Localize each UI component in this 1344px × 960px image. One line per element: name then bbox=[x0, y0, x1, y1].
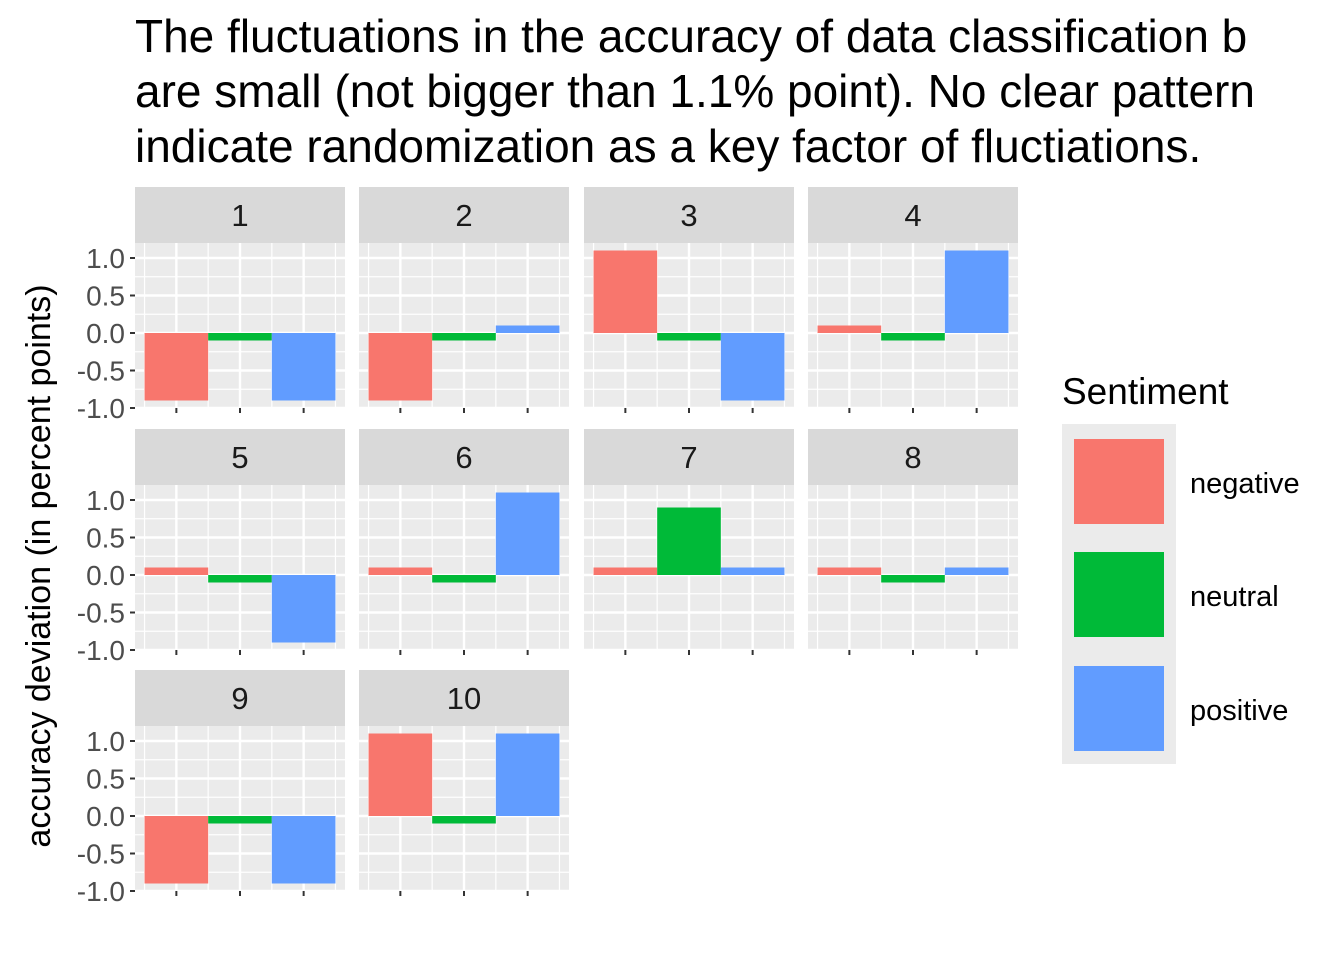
bar-negative bbox=[368, 733, 433, 816]
y-tick-label: 0.5 bbox=[86, 523, 125, 554]
bar-positive bbox=[720, 333, 785, 401]
y-tick-label: 0.5 bbox=[86, 764, 125, 795]
facet-strip-label: 5 bbox=[231, 440, 248, 475]
facet-strip bbox=[359, 429, 569, 485]
y-tick-label: -0.5 bbox=[77, 839, 125, 870]
y-tick-label: 0.0 bbox=[86, 560, 125, 591]
facet-strip-label: 2 bbox=[455, 198, 472, 233]
legend-swatch bbox=[1074, 552, 1164, 637]
facet-strip-label: 3 bbox=[680, 198, 697, 233]
bar-neutral bbox=[881, 575, 945, 583]
facet-panels: 1 1.0 0.5 0.0 -0.5 -1.0 2 3 4 5 1.0 0.5 0.0 -0.5 -1.0 6… bbox=[77, 187, 1018, 907]
bar-positive bbox=[495, 733, 560, 816]
facet-strip bbox=[808, 429, 1018, 485]
bar-positive bbox=[944, 567, 1009, 575]
legend-title: Sentiment bbox=[1062, 371, 1229, 412]
y-tick-label: 0.5 bbox=[86, 281, 125, 312]
facet-panel-10: 10 bbox=[359, 670, 569, 896]
bar-negative bbox=[817, 567, 882, 575]
bar-positive bbox=[720, 567, 785, 575]
facet-strip-label: 1 bbox=[231, 198, 248, 233]
bar-neutral bbox=[881, 333, 945, 341]
bar-positive bbox=[271, 575, 336, 643]
bar-positive bbox=[495, 492, 560, 575]
facet-panel-8: 8 bbox=[808, 429, 1018, 655]
facet-strip-label: 7 bbox=[680, 440, 697, 475]
bar-negative bbox=[144, 333, 209, 401]
legend-item-positive: positive bbox=[1074, 666, 1288, 751]
y-tick-label: 1.0 bbox=[86, 485, 125, 516]
bar-positive bbox=[271, 333, 336, 401]
bar-negative bbox=[368, 567, 433, 575]
y-tick-label: 1.0 bbox=[86, 726, 125, 757]
bar-negative bbox=[144, 816, 209, 884]
legend-items: negative neutral positive bbox=[1074, 439, 1300, 751]
facet-panel-5: 5 1.0 0.5 0.0 -0.5 -1.0 bbox=[77, 429, 345, 666]
bar-neutral bbox=[657, 333, 721, 341]
bar-neutral bbox=[208, 575, 272, 583]
bar-negative bbox=[817, 325, 882, 333]
facet-panel-2: 2 bbox=[359, 187, 569, 413]
bar-neutral bbox=[657, 507, 721, 575]
y-tick-label: 0.0 bbox=[86, 318, 125, 349]
chart-title: The fluctuations in the accuracy of data… bbox=[135, 10, 1255, 172]
facet-strip bbox=[359, 670, 569, 726]
facet-panel-9: 9 1.0 0.5 0.0 -0.5 -1.0 bbox=[77, 670, 345, 907]
chart-title-line-2: are small (not bigger than 1.1% point). … bbox=[135, 65, 1255, 117]
bar-positive bbox=[271, 816, 336, 884]
bar-positive bbox=[944, 250, 1009, 333]
facet-panel-3: 3 bbox=[584, 187, 794, 413]
legend-swatch bbox=[1074, 666, 1164, 751]
legend-label: neutral bbox=[1190, 581, 1279, 613]
facet-strip-label: 6 bbox=[455, 440, 472, 475]
facet-strip-label: 8 bbox=[904, 440, 921, 475]
facet-panel-4: 4 bbox=[808, 187, 1018, 413]
bar-positive bbox=[495, 325, 560, 333]
y-tick-label: -1.0 bbox=[77, 393, 125, 424]
legend-swatch bbox=[1074, 439, 1164, 524]
chart-title-line-3: indicate randomization as a key factor o… bbox=[135, 120, 1201, 172]
facet-strip bbox=[808, 187, 1018, 243]
y-tick-label: 0.0 bbox=[86, 801, 125, 832]
facet-panel-7: 7 bbox=[584, 429, 794, 655]
bar-neutral bbox=[208, 816, 272, 824]
facet-strip-label: 4 bbox=[904, 198, 921, 233]
facet-strip-label: 10 bbox=[447, 681, 481, 716]
y-tick-label: -0.5 bbox=[77, 598, 125, 629]
bar-neutral bbox=[208, 333, 272, 341]
facet-panel-1: 1 1.0 0.5 0.0 -0.5 -1.0 bbox=[77, 187, 345, 424]
legend: Sentiment negative neutral positive bbox=[1062, 371, 1300, 764]
y-tick-label: 1.0 bbox=[86, 243, 125, 274]
bar-negative bbox=[368, 333, 433, 401]
y-tick-label: -1.0 bbox=[77, 876, 125, 907]
y-axis-label: accuracy deviation (in percent points) bbox=[20, 284, 58, 847]
y-tick-label: -1.0 bbox=[77, 635, 125, 666]
facet-strip bbox=[359, 187, 569, 243]
legend-label: negative bbox=[1190, 468, 1300, 500]
legend-label: positive bbox=[1190, 695, 1288, 727]
facet-panel-6: 6 bbox=[359, 429, 569, 655]
bar-negative bbox=[144, 567, 209, 575]
legend-item-negative: negative bbox=[1074, 439, 1300, 524]
facet-strip-label: 9 bbox=[231, 681, 248, 716]
bar-neutral bbox=[432, 333, 496, 341]
bar-neutral bbox=[432, 575, 496, 583]
bar-negative bbox=[593, 250, 658, 333]
facet-strip bbox=[135, 429, 345, 485]
facet-strip bbox=[584, 429, 794, 485]
bar-negative bbox=[593, 567, 658, 575]
legend-item-neutral: neutral bbox=[1074, 552, 1279, 637]
chart-title-line-1: The fluctuations in the accuracy of data… bbox=[135, 10, 1247, 62]
bar-neutral bbox=[432, 816, 496, 824]
y-tick-label: -0.5 bbox=[77, 356, 125, 387]
facet-strip bbox=[584, 187, 794, 243]
facet-strip bbox=[135, 670, 345, 726]
facet-strip bbox=[135, 187, 345, 243]
